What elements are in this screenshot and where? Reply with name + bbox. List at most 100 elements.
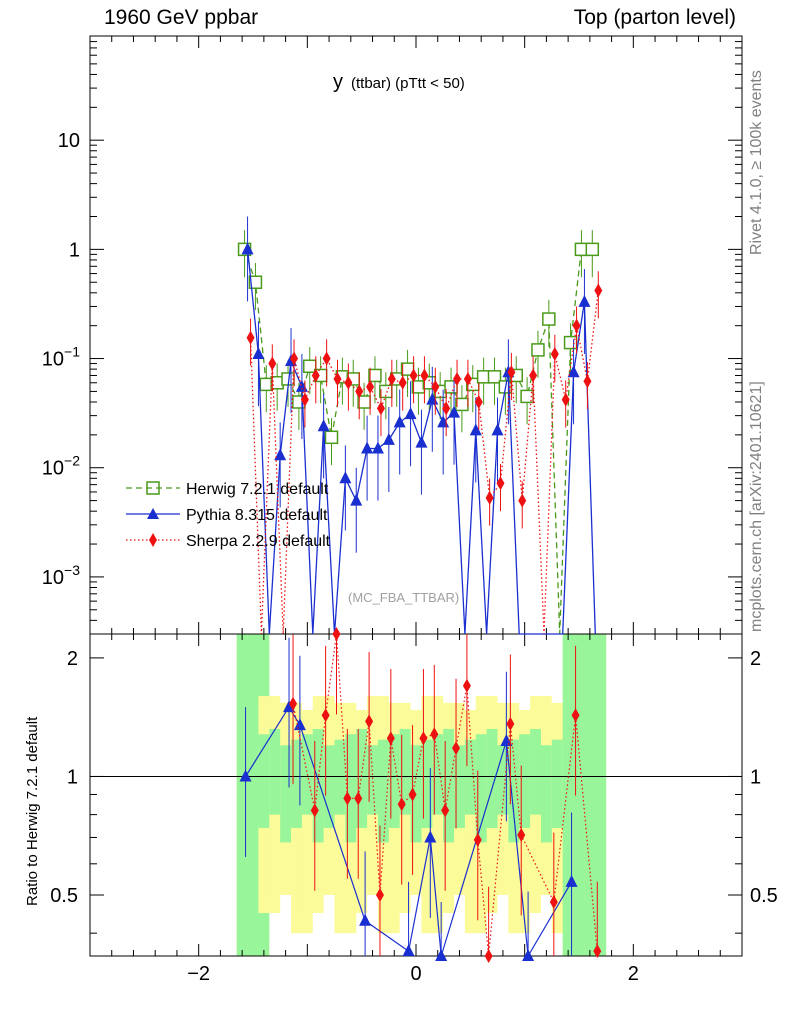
data-point-sherpa — [561, 392, 570, 407]
ratio-point-sherpa — [386, 731, 395, 746]
ratio-line-pythia — [245, 705, 573, 958]
ratio-point-sherpa — [571, 708, 580, 723]
plot-title-main: y — [333, 71, 343, 93]
ratio-point-sherpa — [375, 887, 384, 902]
ratio-point-sherpa — [310, 803, 319, 818]
data-point-sherpa — [572, 318, 581, 333]
data-point-herwig — [357, 395, 371, 409]
ratio-point-pythia — [283, 700, 296, 713]
ratio-point-pythia — [522, 949, 535, 961]
data-point-herwig — [368, 368, 382, 383]
data-point-pythia — [567, 365, 580, 378]
ratio-y-tick-label-right: 2 — [750, 648, 761, 670]
data-point-sherpa — [398, 375, 407, 390]
data-point-herwig — [455, 397, 469, 412]
header-process-label: 1960 GeV ppbar — [104, 6, 259, 29]
ratio-point-sherpa — [354, 791, 363, 806]
legend-entry-pythia: Pythia 8.315 default — [126, 507, 328, 524]
ratio-point-pythia — [435, 949, 448, 961]
x-tick-label: 2 — [628, 963, 639, 985]
data-point-herwig — [487, 370, 502, 384]
ratio-point-sherpa — [408, 787, 417, 802]
ratio-y-tick-label-left: 2 — [67, 648, 78, 670]
data-point-sherpa — [409, 368, 418, 383]
ratio-point-pythia — [359, 913, 372, 926]
ratio-point-sherpa — [321, 708, 330, 723]
data-point-pythia — [361, 441, 374, 454]
data-point-sherpa — [485, 490, 494, 505]
legend-marker-herwig — [146, 481, 160, 495]
data-point-pythia — [317, 419, 330, 432]
ratio-point-sherpa — [289, 696, 298, 711]
data-point-pythia — [382, 432, 395, 445]
data-point-sherpa — [442, 401, 451, 416]
plot-title-sub: (ttbar) (pTtt < 50) — [351, 75, 465, 92]
y-tick-label: 10−3 — [42, 562, 80, 589]
data-point-pythia — [437, 415, 450, 428]
data-point-sherpa — [268, 356, 277, 371]
data-point-sherpa — [474, 394, 483, 409]
data-point-pythia — [393, 415, 406, 428]
y-tick-label: 10−2 — [42, 453, 80, 480]
ratio-point-sherpa — [473, 832, 482, 847]
ratio-y-tick-label-right: 0.5 — [750, 885, 778, 907]
legend-marker-sherpa — [149, 533, 157, 547]
data-point-sherpa — [290, 351, 299, 366]
ratio-point-pythia — [565, 874, 578, 887]
legend-label-sherpa: Sherpa 2.2.9 default — [186, 533, 331, 550]
ratio-point-pythia — [402, 944, 415, 957]
ratio-point-sherpa — [365, 714, 374, 729]
ratio-point-pythia — [500, 734, 513, 747]
ratio-y-axis-label: Ratio to Herwig 7.2.1 default — [24, 716, 41, 906]
ratio-point-sherpa — [332, 627, 341, 641]
x-tick-label: 0 — [410, 963, 421, 985]
y-tick-label: 10−1 — [42, 344, 80, 371]
main-series-group — [237, 216, 603, 635]
data-point-sherpa — [583, 374, 592, 389]
uncertainty-band-inner — [584, 634, 607, 956]
data-point-pythia — [469, 423, 482, 436]
x-tick-label: −2 — [187, 963, 210, 985]
data-point-sherpa — [550, 347, 559, 362]
data-point-herwig — [542, 312, 556, 326]
ratio-point-sherpa — [419, 731, 428, 746]
data-point-sherpa — [431, 379, 440, 394]
data-point-sherpa — [246, 330, 255, 345]
ratio-point-sherpa — [397, 797, 406, 812]
data-point-sherpa — [376, 401, 385, 416]
data-point-pythia — [578, 294, 591, 307]
ratio-series-group — [239, 627, 602, 963]
data-point-herwig — [248, 275, 263, 289]
legend-marker-pythia — [147, 508, 159, 519]
ratio-point-sherpa — [593, 944, 602, 959]
ratio-y-tick-label-right: 1 — [750, 766, 761, 788]
data-point-pythia — [339, 471, 352, 484]
ratio-point-pythia — [239, 769, 252, 782]
ratio-point-sherpa — [484, 949, 493, 963]
ratio-point-sherpa — [343, 791, 352, 806]
data-point-sherpa — [496, 476, 505, 491]
data-point-sherpa — [594, 283, 603, 298]
header-level-label: Top (parton level) — [573, 6, 736, 29]
legend-entry-herwig: Herwig 7.2.1 default — [126, 481, 329, 498]
data-point-sherpa — [366, 379, 375, 394]
axes-group: −2 0 2 10−3 10−2 10−1 1 10 0.5 0.5 1 1 2 2 — [42, 35, 778, 985]
data-point-sherpa — [355, 384, 364, 399]
data-point-pythia — [350, 493, 363, 506]
data-point-herwig — [585, 242, 600, 257]
data-point-sherpa — [420, 368, 429, 383]
legend-entry-sherpa: Sherpa 2.2.9 default — [126, 533, 331, 550]
data-point-herwig — [563, 335, 578, 350]
data-point-pythia — [415, 435, 428, 448]
ratio-point-sherpa — [517, 828, 526, 843]
y-tick-label: 1 — [69, 239, 80, 261]
data-point-sherpa — [300, 392, 309, 407]
data-point-herwig — [324, 430, 339, 445]
data-point-pythia — [274, 448, 287, 461]
ratio-point-sherpa — [430, 727, 439, 742]
data-point-pythia — [295, 379, 308, 392]
data-point-sherpa — [387, 371, 396, 386]
data-point-sherpa — [529, 368, 538, 383]
ratio-point-sherpa — [549, 894, 558, 909]
legend-label-herwig: Herwig 7.2.1 default — [186, 481, 329, 498]
